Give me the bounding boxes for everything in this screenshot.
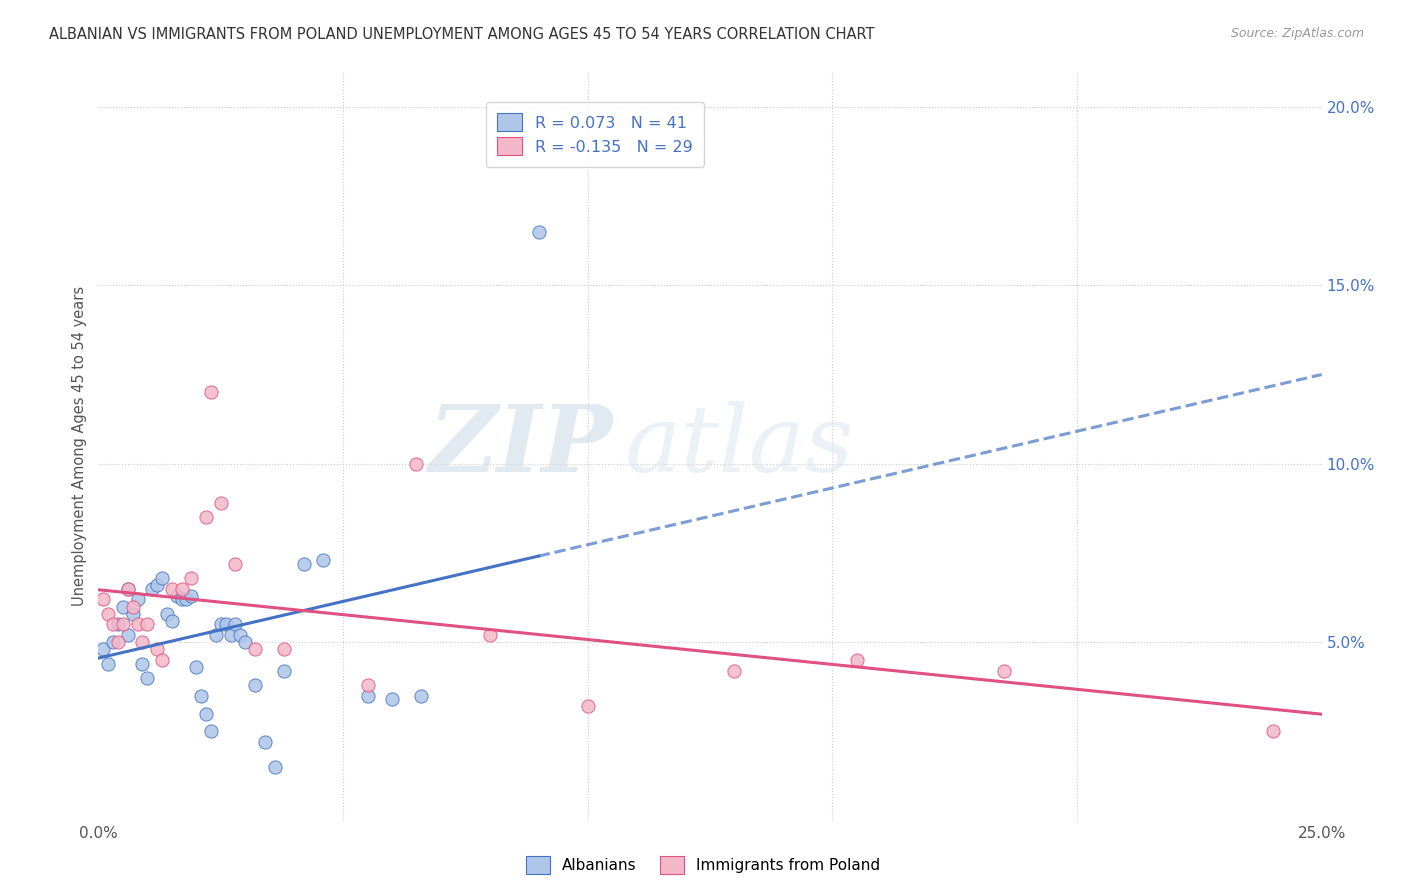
Point — [253, 735, 276, 749]
Point — [121, 599, 143, 614]
Point — [160, 582, 183, 596]
Point — [224, 557, 246, 571]
Point — [111, 617, 134, 632]
Point — [160, 614, 183, 628]
Point — [150, 571, 173, 585]
Point — [107, 617, 129, 632]
Point — [200, 724, 222, 739]
Point — [263, 760, 285, 774]
Point — [356, 678, 378, 692]
Point — [97, 657, 120, 671]
Point — [845, 653, 868, 667]
Point — [381, 692, 404, 706]
Point — [273, 642, 295, 657]
Point — [101, 617, 124, 632]
Point — [101, 635, 124, 649]
Point — [117, 628, 139, 642]
Point — [170, 592, 193, 607]
Point — [91, 642, 114, 657]
Point — [146, 642, 169, 657]
Point — [273, 664, 295, 678]
Point — [243, 642, 266, 657]
Point — [190, 689, 212, 703]
Point — [166, 589, 188, 603]
Point — [180, 589, 202, 603]
Point — [527, 225, 550, 239]
Point — [195, 706, 218, 721]
Text: ZIP: ZIP — [427, 401, 612, 491]
Point — [186, 660, 208, 674]
Point — [993, 664, 1015, 678]
Point — [170, 582, 193, 596]
Point — [200, 385, 222, 400]
Point — [356, 689, 378, 703]
Legend: R = 0.073   N = 41, R = -0.135   N = 29: R = 0.073 N = 41, R = -0.135 N = 29 — [485, 102, 704, 167]
Text: ALBANIAN VS IMMIGRANTS FROM POLAND UNEMPLOYMENT AMONG AGES 45 TO 54 YEARS CORREL: ALBANIAN VS IMMIGRANTS FROM POLAND UNEMP… — [49, 27, 875, 42]
Point — [127, 617, 149, 632]
Text: Source: ZipAtlas.com: Source: ZipAtlas.com — [1230, 27, 1364, 40]
Point — [136, 671, 159, 685]
Point — [1261, 724, 1284, 739]
Point — [111, 599, 134, 614]
Point — [209, 617, 232, 632]
Point — [195, 510, 218, 524]
Point — [243, 678, 266, 692]
Point — [219, 628, 242, 642]
Point — [117, 582, 139, 596]
Point — [117, 582, 139, 596]
Point — [312, 553, 335, 567]
Point — [107, 635, 129, 649]
Point — [136, 617, 159, 632]
Point — [233, 635, 256, 649]
Legend: Albanians, Immigrants from Poland: Albanians, Immigrants from Poland — [519, 850, 887, 880]
Point — [131, 657, 153, 671]
Point — [141, 582, 163, 596]
Point — [405, 457, 427, 471]
Y-axis label: Unemployment Among Ages 45 to 54 years: Unemployment Among Ages 45 to 54 years — [72, 286, 87, 606]
Point — [180, 571, 202, 585]
Point — [91, 592, 114, 607]
Point — [292, 557, 315, 571]
Point — [127, 592, 149, 607]
Point — [97, 607, 120, 621]
Point — [209, 496, 232, 510]
Point — [131, 635, 153, 649]
Point — [723, 664, 745, 678]
Point — [146, 578, 169, 592]
Point — [478, 628, 501, 642]
Point — [411, 689, 433, 703]
Point — [205, 628, 228, 642]
Point — [229, 628, 252, 642]
Point — [150, 653, 173, 667]
Point — [176, 592, 198, 607]
Point — [576, 699, 599, 714]
Point — [224, 617, 246, 632]
Point — [121, 607, 143, 621]
Point — [156, 607, 179, 621]
Point — [214, 617, 236, 632]
Text: atlas: atlas — [624, 401, 853, 491]
